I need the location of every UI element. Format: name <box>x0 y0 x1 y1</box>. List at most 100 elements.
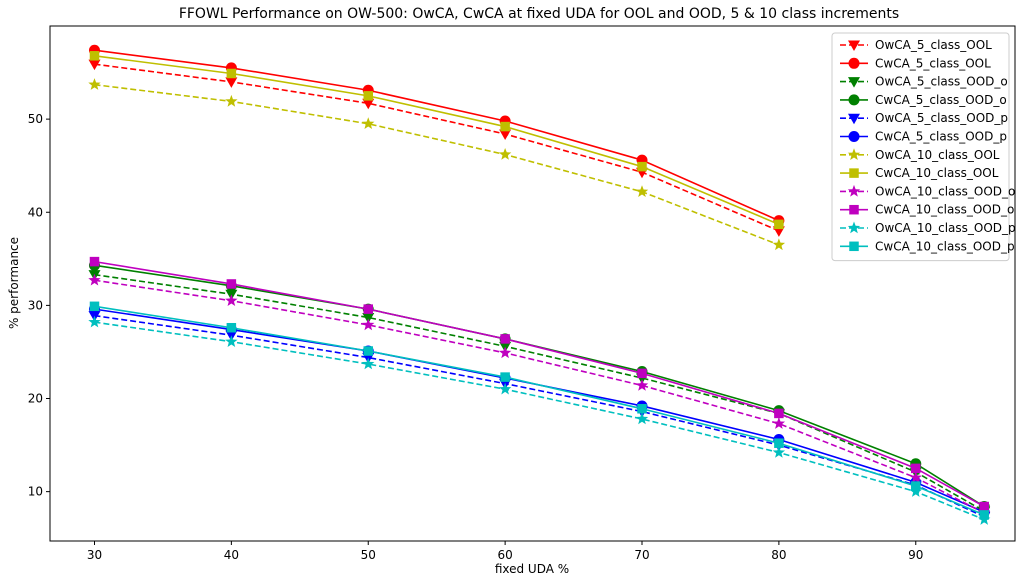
series-line <box>94 264 985 508</box>
legend-entry: OwCA_5_class_OOL <box>840 38 992 52</box>
data-point <box>774 438 784 448</box>
series-line <box>94 305 985 516</box>
legend-label: OwCA_10_class_OOD_p <box>875 221 1016 235</box>
x-tick-label: 30 <box>87 548 102 562</box>
data-point <box>979 501 989 512</box>
data-point <box>362 357 375 370</box>
data-point <box>498 382 512 395</box>
data-point <box>363 304 373 314</box>
legend-label: CwCA_5_class_OOL <box>875 56 991 70</box>
data-point <box>226 279 237 289</box>
series-owca-10-class-ool <box>88 78 786 251</box>
data-point <box>362 98 375 110</box>
data-point <box>637 404 647 414</box>
data-point <box>226 322 237 333</box>
data-point <box>498 148 512 160</box>
series-line <box>94 279 985 514</box>
legend-entry: OwCA_5_class_OOD_o <box>840 75 1008 89</box>
data-point <box>979 510 989 520</box>
data-point <box>362 318 375 331</box>
y-tick-label: 30 <box>28 298 43 312</box>
data-point <box>363 346 373 356</box>
data-point <box>225 294 238 306</box>
data-point <box>911 481 921 491</box>
data-point <box>774 408 784 419</box>
legend-entry: OwCA_10_class_OOD_p <box>840 221 1016 235</box>
data-point <box>89 51 100 61</box>
x-axis-title: fixed UDA % <box>495 562 569 576</box>
data-point <box>500 372 510 382</box>
legend-label: OwCA_5_class_OOL <box>875 38 992 52</box>
legend-label: OwCA_5_class_OOD_o <box>875 75 1008 89</box>
legend: OwCA_5_class_OOL CwCA_5_class_OOL OwCA_5_c… <box>831 32 1016 262</box>
legend-marker <box>847 148 861 161</box>
data-point <box>774 219 784 230</box>
legend-marker <box>849 168 859 178</box>
legend-entry: CwCA_10_class_OOL <box>840 166 999 180</box>
data-point <box>362 312 375 324</box>
x-tick-label: 80 <box>771 548 786 562</box>
series-line <box>94 260 985 508</box>
legend-marker <box>849 241 859 252</box>
y-tick-label: 10 <box>28 485 43 499</box>
x-tick-label: 50 <box>361 548 376 562</box>
data-point <box>88 78 101 90</box>
legend-label: CwCA_10_class_OOL <box>875 166 999 180</box>
legend-marker <box>848 57 860 69</box>
y-tick-label: 20 <box>28 392 43 406</box>
legend-entry: CwCA_5_class_OOL <box>840 56 991 70</box>
legend-box <box>831 32 1010 262</box>
legend-marker <box>848 131 860 142</box>
x-tick-label: 40 <box>224 548 239 562</box>
series-line <box>94 83 780 246</box>
legend-entry: CwCA_10_class_OOD_o <box>840 203 1014 217</box>
data-point <box>88 315 101 328</box>
axes-layer: 30 40 50 60 70 80 90 10 20 30 40 50 <box>28 112 924 562</box>
data-point <box>225 94 238 107</box>
series-line <box>94 273 985 512</box>
legend-label: OwCA_10_class_OOD_o <box>875 184 1015 198</box>
legend-marker <box>848 94 860 106</box>
data-point <box>498 346 512 359</box>
legend-label: CwCA_5_class_OOD_o <box>875 93 1007 107</box>
data-point <box>635 185 649 198</box>
legend-label: CwCA_5_class_OOD_p <box>875 130 1007 144</box>
legend-entry: OwCA_10_class_OOL <box>840 148 1000 162</box>
series-layer <box>88 44 991 525</box>
series-cwca-10-class-ool <box>89 51 784 230</box>
legend-entry: OwCA_10_class_OOD_o <box>840 184 1015 198</box>
series-line <box>94 49 780 222</box>
legend-marker <box>848 77 860 88</box>
data-point <box>635 378 649 391</box>
data-point <box>637 368 647 379</box>
data-point <box>500 334 510 344</box>
data-point <box>909 471 922 483</box>
data-point <box>88 273 101 286</box>
x-tick-label: 90 <box>908 548 923 562</box>
series-line <box>94 55 780 226</box>
data-point <box>772 238 786 251</box>
legend-entry: OwCA_5_class_OOD_p <box>840 111 1008 125</box>
data-point <box>88 59 101 71</box>
data-point <box>89 256 100 267</box>
data-point <box>225 335 238 347</box>
data-point <box>500 121 510 132</box>
legend-label: OwCA_5_class_OOD_p <box>875 111 1008 125</box>
series-line <box>94 321 985 521</box>
chart-title: FFOWL Performance on OW-500: OwCA, CwCA … <box>179 6 899 22</box>
y-axis-title: % performance <box>7 237 21 329</box>
legend-label: CwCA_10_class_OOD_p <box>875 239 1015 253</box>
data-point <box>362 117 375 130</box>
data-point <box>89 301 100 312</box>
legend-marker <box>847 221 861 234</box>
series-cwca-10-class-ood-p <box>89 301 989 520</box>
legend-marker <box>848 40 860 51</box>
legend-entry: CwCA_5_class_OOD_p <box>840 130 1007 144</box>
legend-entry: CwCA_10_class_OOD_p <box>840 239 1015 253</box>
plot-area: 30 40 50 60 70 80 90 10 20 30 40 50 <box>28 25 1016 562</box>
plot-frame <box>49 25 1016 542</box>
y-tick-label: 50 <box>28 112 43 126</box>
data-point <box>911 463 921 474</box>
data-point <box>772 417 786 429</box>
